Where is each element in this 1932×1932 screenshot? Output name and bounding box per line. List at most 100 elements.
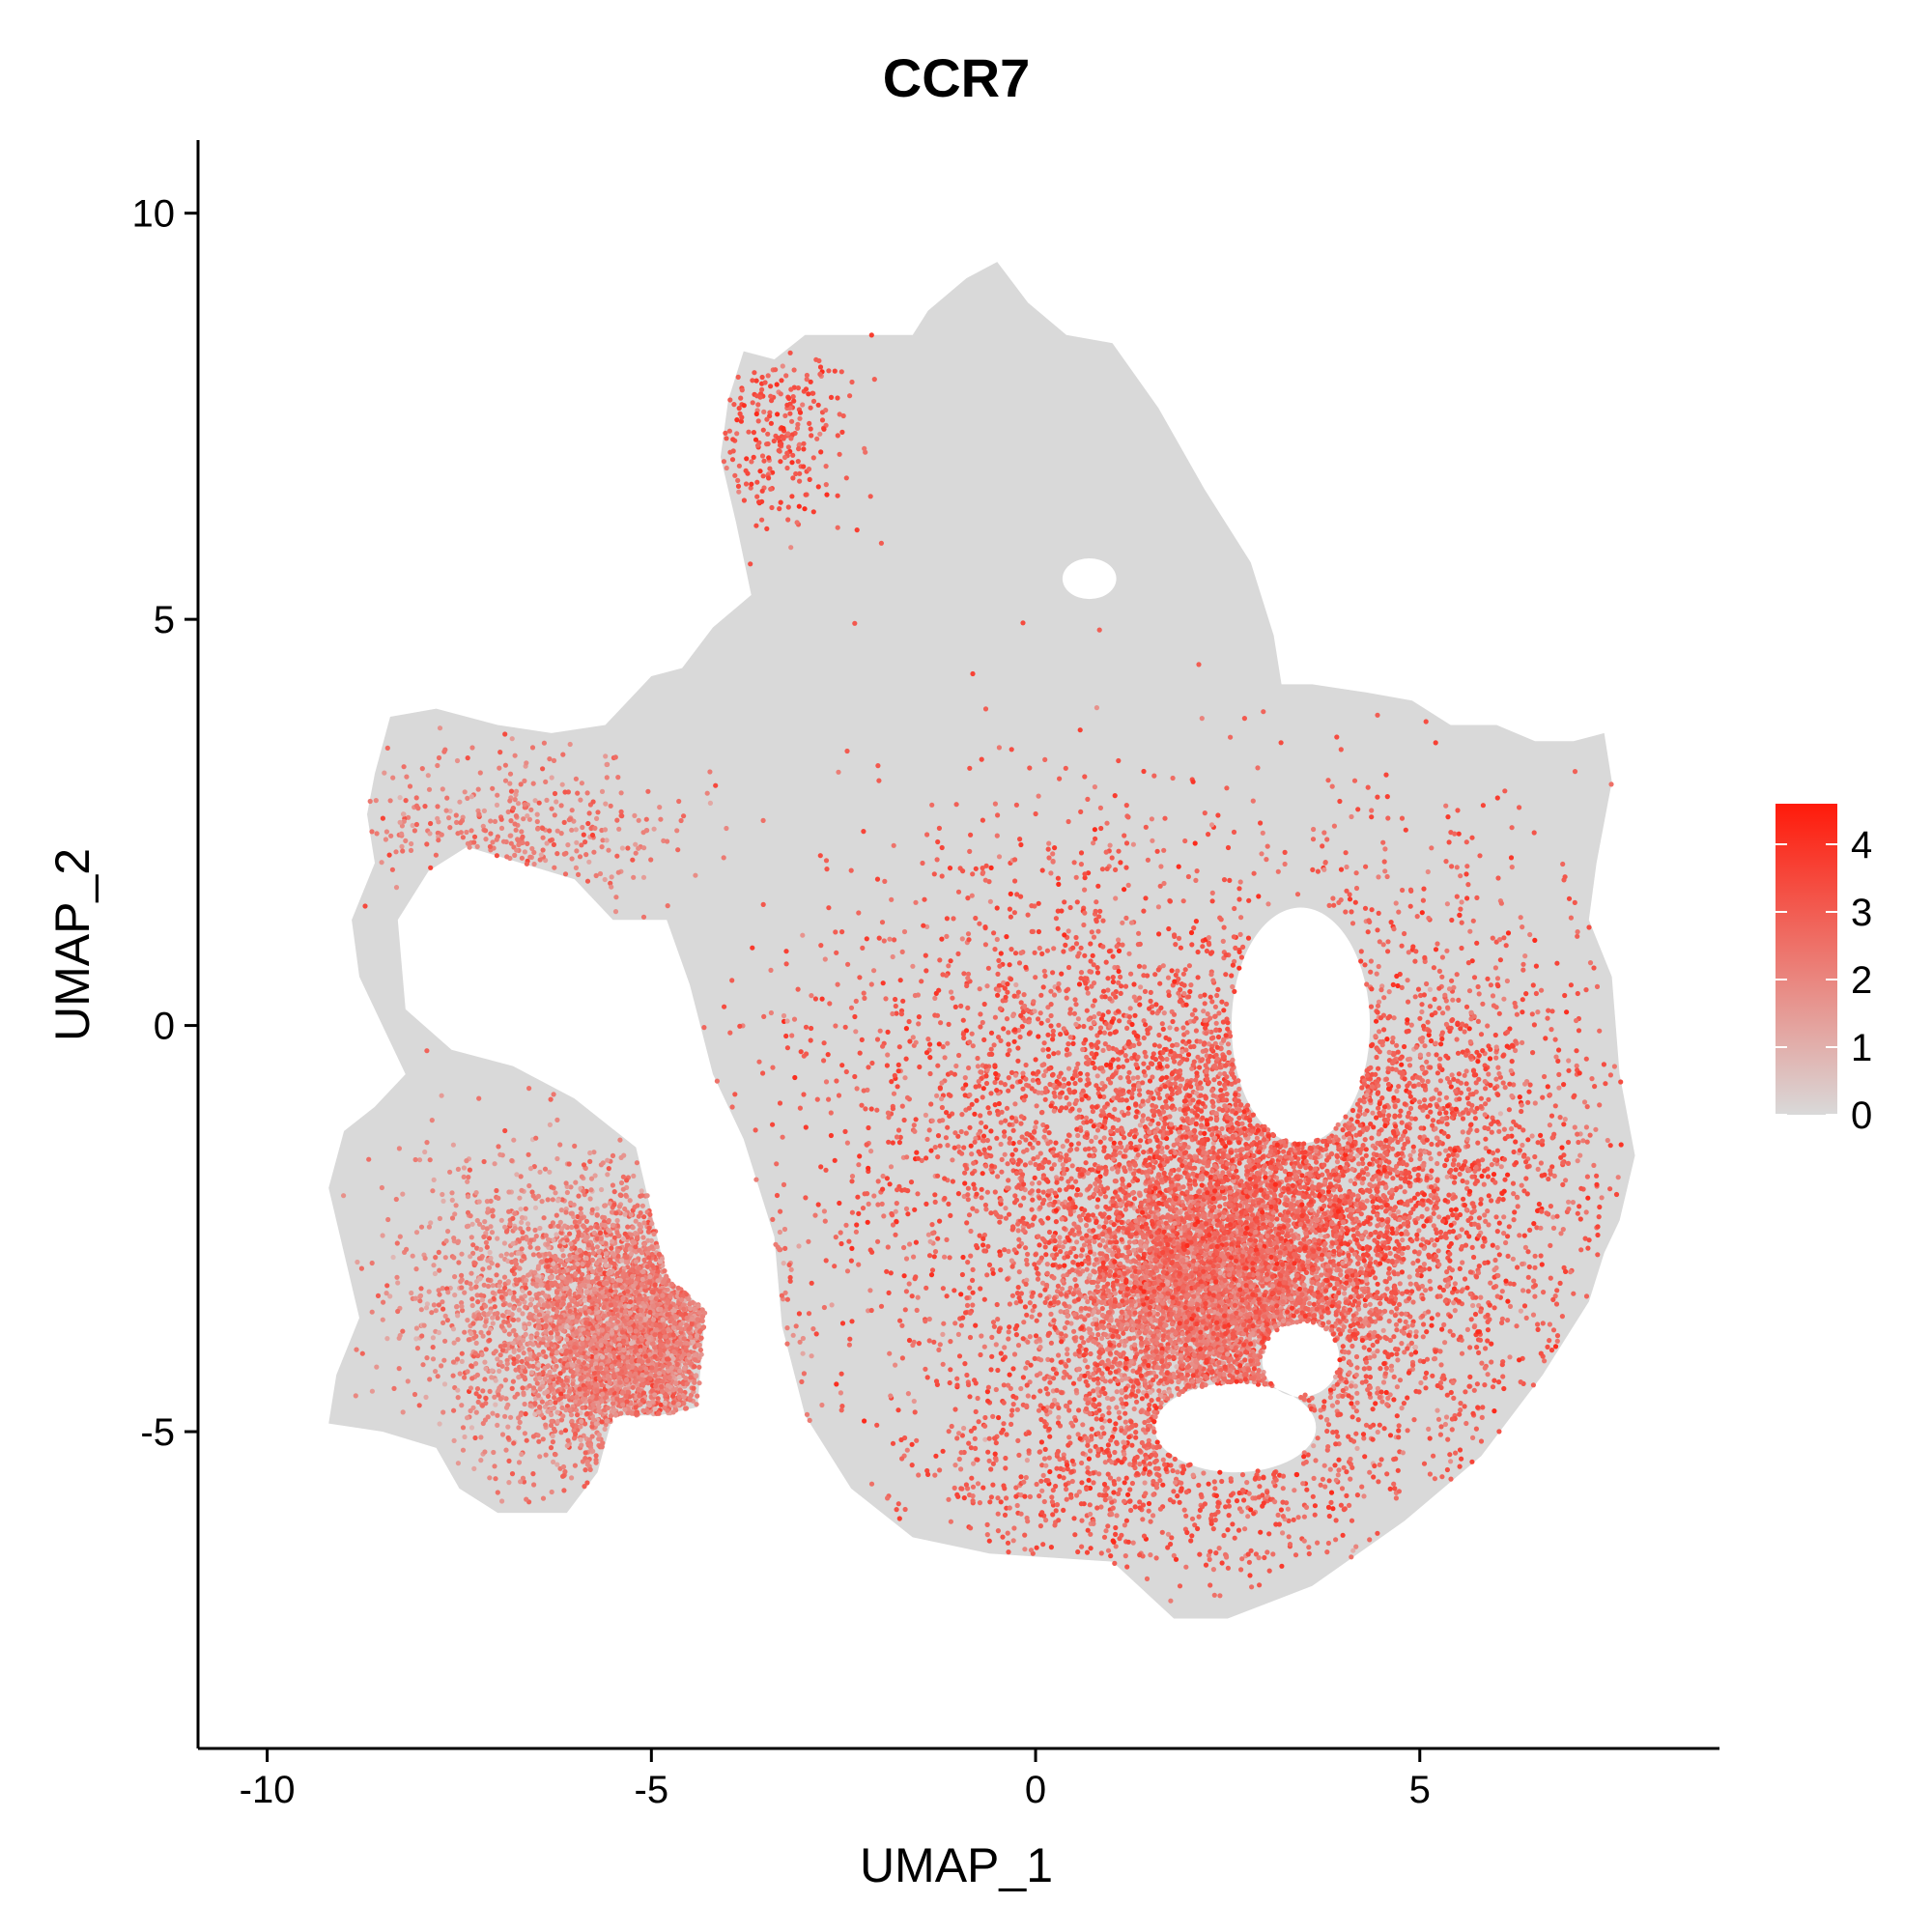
cell-point	[652, 1282, 658, 1288]
cell-point	[572, 1463, 579, 1468]
cell-point	[469, 1425, 475, 1431]
cell-point	[558, 1208, 564, 1213]
cell-point	[469, 1270, 474, 1276]
cell-point	[537, 1376, 543, 1381]
cell-point	[527, 1166, 534, 1172]
cell-point	[486, 1330, 492, 1336]
cell-point	[516, 1307, 523, 1313]
cell-point	[380, 1233, 385, 1238]
cell-point	[564, 1443, 570, 1449]
cell-point	[536, 1324, 543, 1330]
cell-point	[806, 1311, 812, 1317]
cell-point	[614, 1396, 620, 1402]
cell-point	[452, 1211, 458, 1217]
cell-point	[543, 1324, 549, 1330]
cell-point	[635, 1235, 640, 1240]
cell-point	[519, 1219, 525, 1225]
cell-point	[469, 1302, 475, 1309]
cell-point	[617, 1371, 623, 1377]
cell-point	[412, 1156, 418, 1163]
cell-point	[614, 1230, 620, 1236]
cell-point	[497, 1279, 503, 1285]
cell-point	[611, 1202, 617, 1208]
cell-point	[459, 1285, 465, 1291]
cell-point	[545, 1284, 551, 1290]
cell-point	[524, 1277, 529, 1283]
cell-point	[566, 1291, 573, 1296]
cell-point	[532, 1401, 538, 1406]
cell-point	[554, 1462, 560, 1467]
cell-point	[400, 1409, 406, 1415]
cell-point	[465, 1369, 470, 1375]
cell-point	[569, 1475, 575, 1481]
cell-point	[622, 1308, 629, 1315]
cell-point	[420, 1362, 426, 1368]
cell-point	[656, 1410, 662, 1416]
cell-point	[473, 1409, 479, 1415]
cell-point	[517, 1419, 523, 1425]
cell-point	[695, 1393, 700, 1399]
cell-point	[687, 1395, 693, 1401]
cell-point	[646, 1255, 652, 1261]
cell-point	[495, 1412, 500, 1418]
cell-point	[537, 1225, 543, 1232]
cell-point	[433, 1369, 439, 1375]
cell-point	[634, 1314, 639, 1320]
cell-point	[554, 1409, 560, 1415]
cell-point	[630, 1273, 636, 1279]
cell-point	[620, 1354, 626, 1360]
cell-point	[519, 1246, 525, 1252]
cell-point	[559, 1247, 565, 1253]
cell-point	[505, 1435, 511, 1441]
cell-point	[485, 1312, 491, 1318]
cell-point	[781, 1226, 788, 1233]
cell-point	[781, 1261, 786, 1266]
cell-point	[440, 1198, 446, 1204]
cell-point	[450, 1373, 456, 1378]
cell-point	[549, 1274, 554, 1280]
cell-point	[620, 1174, 627, 1179]
cell-point	[437, 1215, 442, 1221]
cell-point	[511, 1294, 517, 1300]
cell-point	[661, 1329, 667, 1335]
cell-point	[493, 1349, 498, 1354]
cell-point	[471, 1465, 477, 1471]
cell-point	[596, 1432, 602, 1437]
cell-point	[475, 1299, 481, 1305]
cell-point	[465, 1318, 470, 1323]
cell-point	[487, 1298, 493, 1304]
cell-point	[520, 1337, 526, 1344]
cell-point	[690, 1299, 696, 1305]
cell-point	[560, 1463, 567, 1470]
cell-point	[455, 1238, 462, 1244]
cell-point	[400, 1191, 406, 1197]
cell-point	[537, 1386, 543, 1392]
cell-point	[605, 1172, 611, 1178]
cell-point	[664, 1356, 670, 1362]
cell-point	[560, 1473, 566, 1479]
cell-point	[507, 1291, 513, 1296]
cell-point	[697, 1347, 704, 1353]
cell-point	[753, 1177, 759, 1182]
cell-point	[521, 1390, 526, 1396]
cell-point	[589, 1257, 596, 1263]
cell-point	[698, 1335, 704, 1341]
cell-point	[694, 1373, 699, 1378]
cell-point	[534, 1380, 540, 1386]
cell-point	[656, 1251, 663, 1257]
cell-point	[449, 1197, 455, 1203]
cell-point	[553, 1452, 558, 1458]
cell-point	[549, 1406, 554, 1412]
cell-point	[523, 1304, 528, 1310]
cell-point	[577, 1288, 582, 1294]
cell-point	[671, 1308, 677, 1314]
cell-point	[487, 1249, 493, 1256]
cell-point	[436, 1302, 441, 1308]
cell-point	[513, 1277, 519, 1283]
cell-point	[696, 1303, 701, 1309]
cell-point	[459, 1350, 465, 1356]
cell-point	[390, 1254, 396, 1261]
cell-point	[468, 1385, 473, 1391]
cell-point	[1052, 1397, 1058, 1404]
cell-point	[503, 1447, 509, 1453]
